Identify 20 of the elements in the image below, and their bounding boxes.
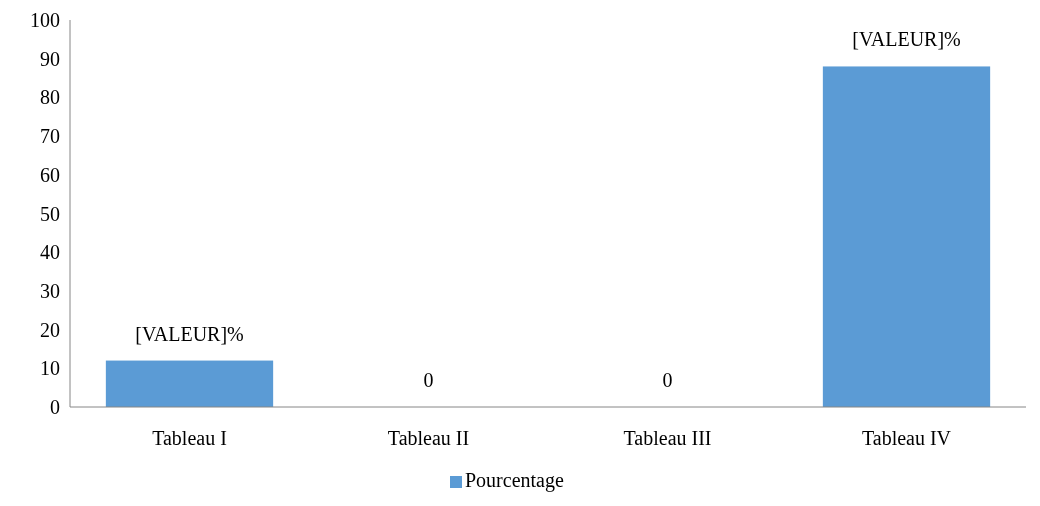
y-tick-label: 10 — [40, 357, 60, 380]
data-label: 0 — [423, 369, 434, 391]
y-tick-label: 50 — [40, 202, 60, 225]
legend-label: Pourcentage — [465, 469, 564, 492]
y-tick-label: 0 — [50, 396, 60, 418]
y-tick-label: 30 — [40, 279, 60, 302]
x-tick-label: Tableau IV — [861, 427, 952, 449]
y-tick-label: 90 — [40, 47, 60, 70]
y-tick-label: 80 — [40, 86, 60, 109]
x-tick-label: Tableau III — [623, 427, 712, 449]
y-tick-label: 60 — [40, 163, 60, 186]
y-tick-label: 70 — [40, 125, 60, 148]
x-tick-label: Tableau I — [152, 427, 227, 449]
y-tick-label: 20 — [40, 318, 60, 341]
y-tick-label: 40 — [40, 241, 60, 264]
data-label: [VALEUR]% — [135, 322, 244, 345]
data-label: [VALEUR]% — [852, 28, 961, 51]
x-tick-label: Tableau II — [387, 427, 470, 449]
y-tick-label: 100 — [30, 9, 60, 31]
data-label: 0 — [662, 369, 673, 391]
